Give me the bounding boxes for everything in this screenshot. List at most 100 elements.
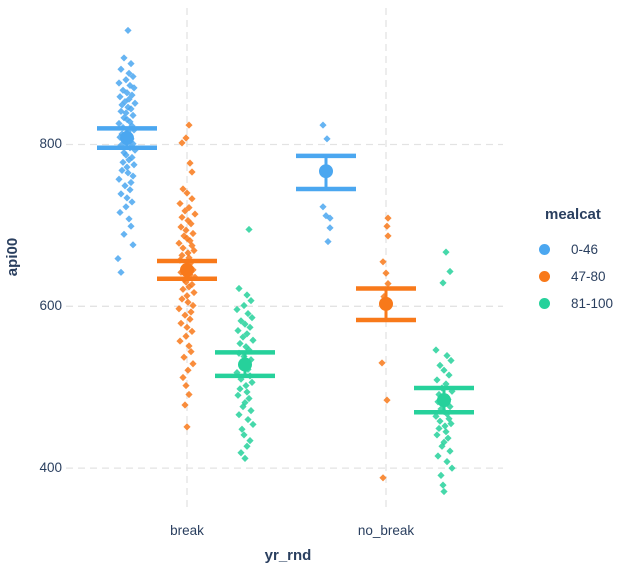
jitter-point[interactable]: [234, 326, 242, 335]
jitter-point[interactable]: [122, 151, 130, 159]
jitter-point[interactable]: [131, 99, 139, 107]
jitter-point[interactable]: [326, 224, 334, 232]
jitter-point[interactable]: [326, 214, 334, 222]
jitter-point[interactable]: [117, 190, 125, 198]
jitter-point[interactable]: [433, 376, 441, 384]
jitter-point[interactable]: [127, 60, 135, 68]
jitter-point[interactable]: [245, 394, 253, 403]
jitter-point[interactable]: [183, 323, 191, 331]
jitter-point[interactable]: [245, 346, 253, 354]
jitter-point[interactable]: [190, 288, 198, 297]
jitter-point[interactable]: [124, 26, 132, 35]
jitter-point[interactable]: [181, 401, 189, 409]
jitter-point[interactable]: [189, 229, 197, 238]
jitter-point[interactable]: [440, 487, 448, 496]
jitter-point[interactable]: [249, 420, 257, 429]
jitter-point[interactable]: [384, 280, 392, 288]
jitter-point[interactable]: [243, 291, 251, 299]
jitter-point[interactable]: [130, 161, 138, 169]
jitter-point[interactable]: [115, 119, 123, 128]
jitter-point[interactable]: [434, 452, 442, 460]
jitter-point[interactable]: [181, 207, 189, 215]
jitter-point[interactable]: [448, 464, 456, 472]
jitter-point[interactable]: [129, 172, 137, 180]
jitter-point[interactable]: [182, 226, 190, 234]
jitter-point[interactable]: [247, 407, 255, 415]
jitter-point[interactable]: [319, 121, 327, 129]
jitter-point[interactable]: [120, 148, 128, 157]
jitter-point[interactable]: [442, 428, 450, 436]
jitter-point[interactable]: [182, 332, 190, 340]
jitter-point[interactable]: [187, 220, 195, 228]
mean-marker[interactable]: [319, 164, 333, 179]
jitter-point[interactable]: [125, 69, 133, 77]
jitter-point[interactable]: [129, 111, 137, 119]
jitter-point[interactable]: [442, 248, 450, 256]
jitter-point[interactable]: [124, 169, 132, 177]
jitter-point[interactable]: [126, 186, 134, 194]
jitter-point[interactable]: [185, 121, 193, 129]
jitter-point[interactable]: [383, 396, 391, 404]
jitter-point[interactable]: [119, 158, 127, 166]
jitter-point[interactable]: [439, 279, 447, 287]
jitter-point[interactable]: [122, 203, 130, 211]
jitter-point[interactable]: [189, 301, 197, 310]
jitter-point[interactable]: [123, 163, 131, 171]
jitter-point[interactable]: [122, 76, 130, 84]
jitter-point[interactable]: [241, 454, 249, 462]
mean-marker[interactable]: [180, 262, 194, 277]
jitter-point[interactable]: [440, 366, 448, 374]
jitter-point[interactable]: [187, 308, 195, 316]
jitter-point[interactable]: [188, 280, 196, 289]
jitter-point[interactable]: [185, 204, 193, 212]
jitter-point[interactable]: [248, 378, 256, 386]
jitter-point[interactable]: [183, 423, 191, 431]
mean-marker[interactable]: [379, 296, 393, 311]
jitter-point[interactable]: [177, 319, 185, 327]
jitter-point[interactable]: [187, 348, 195, 356]
jitter-point[interactable]: [180, 353, 188, 361]
jitter-point[interactable]: [239, 333, 247, 341]
jitter-point[interactable]: [182, 134, 190, 142]
jitter-point[interactable]: [182, 278, 190, 286]
jitter-point[interactable]: [115, 79, 123, 87]
jitter-point[interactable]: [178, 295, 186, 303]
legend-item-81-100[interactable]: 81-100: [539, 290, 635, 317]
jitter-point[interactable]: [243, 388, 251, 396]
jitter-point[interactable]: [324, 237, 332, 246]
jitter-point[interactable]: [236, 385, 244, 393]
jitter-point[interactable]: [175, 305, 183, 313]
jitter-point[interactable]: [119, 86, 127, 94]
jitter-point[interactable]: [130, 84, 138, 92]
jitter-point[interactable]: [128, 91, 136, 99]
jitter-point[interactable]: [186, 159, 194, 167]
jitter-point[interactable]: [182, 381, 190, 390]
jitter-point[interactable]: [436, 417, 444, 425]
jitter-point[interactable]: [179, 285, 187, 293]
jitter-point[interactable]: [121, 182, 129, 190]
mean-marker[interactable]: [437, 393, 451, 408]
jitter-point[interactable]: [129, 241, 137, 249]
jitter-point[interactable]: [319, 203, 327, 211]
jitter-point[interactable]: [246, 323, 254, 331]
jitter-point[interactable]: [127, 105, 135, 113]
jitter-point[interactable]: [175, 239, 183, 247]
jitter-point[interactable]: [186, 315, 194, 323]
jitter-point[interactable]: [120, 230, 128, 238]
jitter-point[interactable]: [189, 360, 197, 368]
jitter-point[interactable]: [378, 359, 386, 367]
jitter-point[interactable]: [188, 195, 196, 203]
jitter-point[interactable]: [179, 185, 187, 193]
mean-marker[interactable]: [120, 131, 134, 146]
jitter-point[interactable]: [446, 447, 454, 455]
jitter-point[interactable]: [447, 420, 455, 428]
jitter-point[interactable]: [127, 178, 135, 187]
jitter-point[interactable]: [237, 449, 245, 457]
jitter-point[interactable]: [235, 284, 243, 293]
jitter-point[interactable]: [118, 101, 126, 109]
jitter-point[interactable]: [181, 311, 189, 319]
legend-item-47-80[interactable]: 47-80: [539, 263, 635, 290]
jitter-point[interactable]: [446, 267, 454, 276]
jitter-point[interactable]: [185, 390, 193, 399]
jitter-point[interactable]: [323, 135, 331, 143]
